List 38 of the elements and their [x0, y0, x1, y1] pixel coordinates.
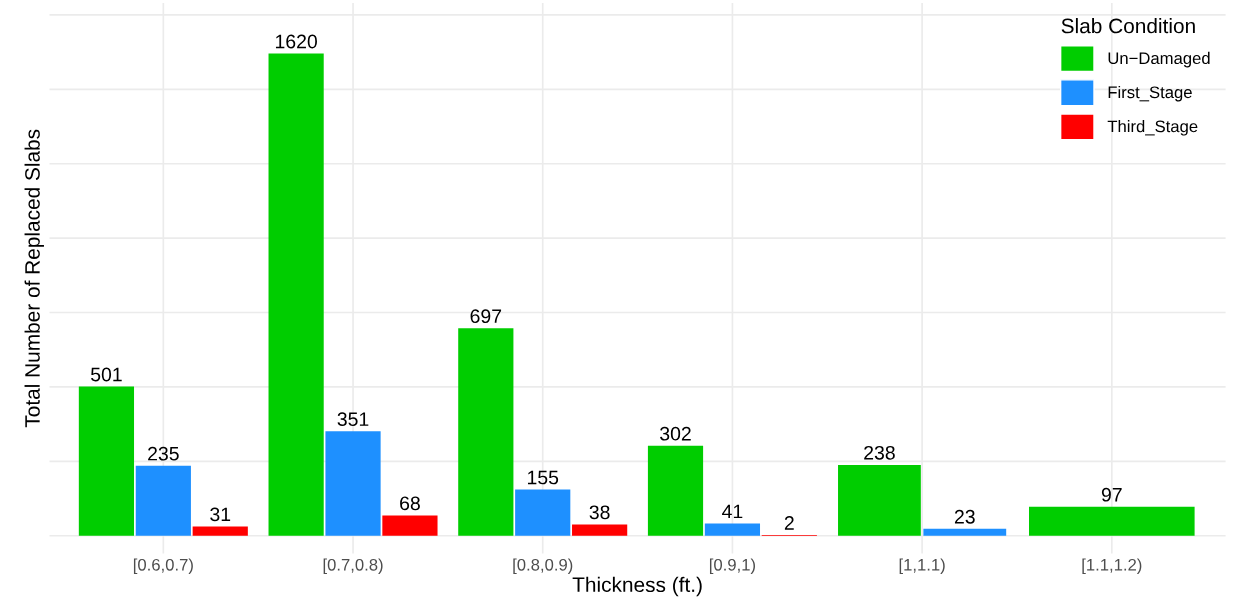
bar	[458, 328, 514, 536]
bar	[515, 489, 571, 536]
x-tick-label: [1.1,1.2)	[1082, 558, 1142, 574]
x-tick-label: [0.7,0.8)	[323, 558, 383, 574]
data-label: 155	[527, 470, 559, 485]
x-tick-label: [0.9,1)	[709, 558, 756, 574]
data-label: 38	[589, 505, 610, 520]
data-label: 31	[210, 507, 231, 522]
data-label: 235	[148, 446, 179, 461]
x-tick-label: [1,1.1)	[899, 558, 945, 574]
data-label: 501	[90, 367, 122, 382]
x-axis-title: Thickness (ft.)	[572, 576, 702, 597]
data-label: 23	[954, 509, 975, 524]
bar	[704, 523, 761, 536]
legend-label: Un−Damaged	[1108, 51, 1210, 68]
x-tick-label: [0.8,0.9)	[513, 558, 573, 574]
data-label: 2	[784, 516, 794, 530]
data-label: 68	[400, 496, 420, 511]
bar	[647, 445, 704, 536]
bar	[78, 386, 135, 536]
bar	[135, 465, 191, 536]
legend-label: Third_Stage	[1107, 120, 1198, 136]
data-label: 351	[337, 412, 369, 427]
legend-title: Slab Condition	[1061, 18, 1195, 34]
data-label: 1620	[275, 34, 317, 49]
x-tick-label: [0.6,0.7)	[133, 558, 193, 574]
bar	[325, 431, 381, 536]
data-label: 697	[470, 309, 502, 324]
bar	[572, 524, 628, 536]
legend-label: First_Stage	[1108, 85, 1192, 102]
data-label: 238	[864, 445, 895, 460]
data-label: 97	[1101, 487, 1122, 502]
bar	[268, 53, 324, 536]
bar	[382, 515, 438, 536]
y-axis-title: Total Number of Replaced Slabs	[24, 129, 44, 428]
bar	[192, 526, 248, 536]
data-label: 302	[660, 426, 691, 441]
data-label: 41	[722, 504, 743, 519]
